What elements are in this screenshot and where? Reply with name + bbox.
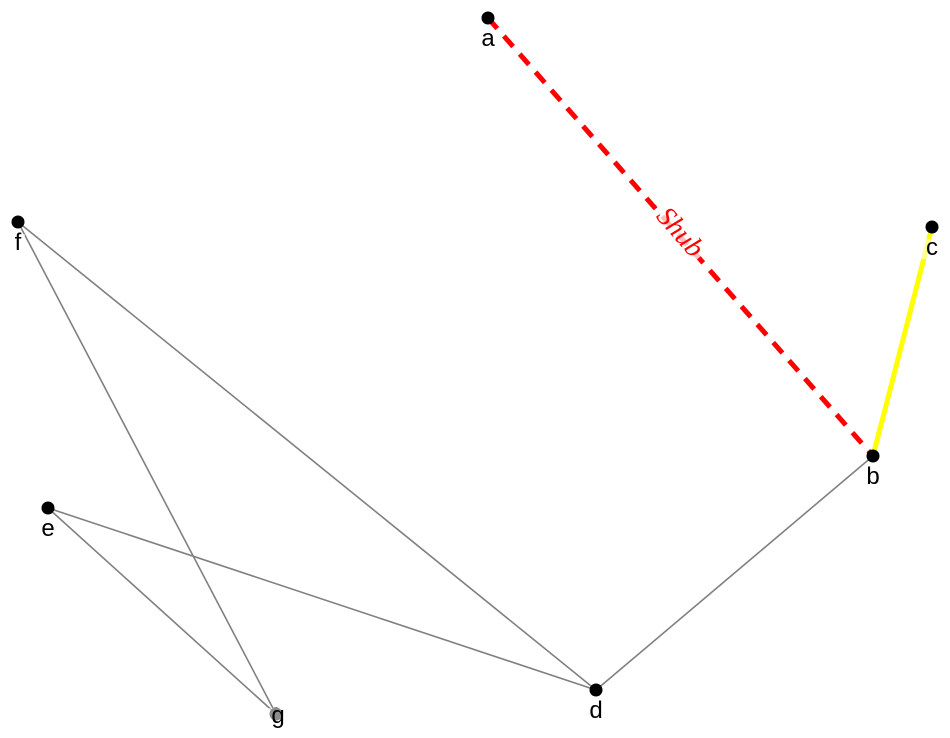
svg-text:g: g <box>271 702 284 729</box>
svg-text:b: b <box>866 463 879 490</box>
svg-text:a: a <box>481 25 495 52</box>
svg-text:d: d <box>589 697 602 724</box>
svg-text:e: e <box>41 515 54 542</box>
svg-text:f: f <box>15 229 22 256</box>
svg-text:c: c <box>926 234 938 261</box>
